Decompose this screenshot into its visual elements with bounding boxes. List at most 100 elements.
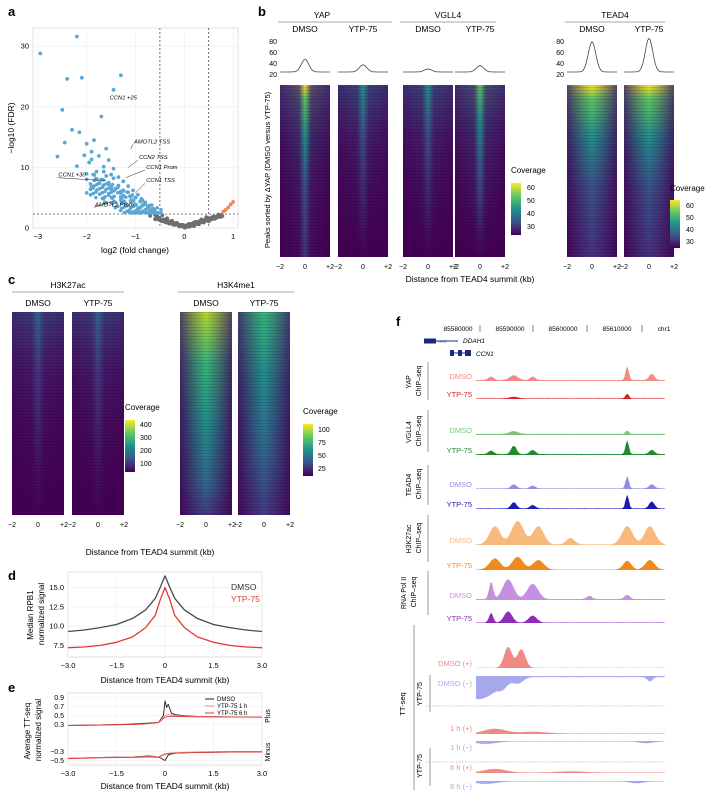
f-tt-label: 1 h (+) <box>450 724 472 733</box>
b-legend-2-tick: 30 <box>686 239 694 246</box>
b-heatmap-tead4 <box>624 85 674 257</box>
volcano-point-down <box>126 184 131 189</box>
volcano-xlabel: log2 (fold change) <box>101 245 169 255</box>
e-series-line <box>67 715 263 726</box>
volcano-point-down <box>95 188 99 192</box>
c-legend-2-tick: 25 <box>318 466 326 473</box>
b-condition-label: DMSO <box>579 24 605 34</box>
e-ytick: 0.7 <box>54 704 64 711</box>
f-track-label: YTP-75 <box>447 500 472 509</box>
volcano-point-down <box>88 182 93 186</box>
b-profile-vgll4 <box>403 68 453 73</box>
volcano-point-down <box>136 192 140 197</box>
e-ylabel-line: normalized signal <box>34 699 43 761</box>
b-group-tead4: TEAD4 <box>601 10 629 20</box>
volcano-annotation-leader <box>125 169 146 178</box>
b-xtick: +2 <box>384 264 392 271</box>
c-heatmap-h3k4me1-texture <box>238 312 290 515</box>
b-legend-1-title: Coverage <box>511 166 546 175</box>
c-legend-1-title: Coverage <box>125 403 160 412</box>
volcano-point-down <box>116 204 120 209</box>
volcano-point-down <box>94 195 98 200</box>
c-xtick: +2 <box>228 522 236 529</box>
ccn1-exon <box>450 350 454 356</box>
f-track-signal <box>476 393 665 399</box>
volcano-point-down <box>116 175 121 179</box>
f-group-label-line: ChIP–seq <box>416 366 423 397</box>
b-profile-yap <box>280 58 330 73</box>
volcano-annotation: CCN1 TSS <box>146 178 175 184</box>
volcano-point-down <box>122 210 127 215</box>
f-coord: 85590000 <box>496 326 525 333</box>
f-tt-signal <box>476 647 665 668</box>
b-xtick: 0 <box>361 264 365 271</box>
f-group-label-line: VGLL4 <box>406 421 413 443</box>
b-profile-ytick: 40 <box>556 61 564 68</box>
volcano-point-down <box>110 182 115 187</box>
volcano-point-down <box>127 194 132 199</box>
volcano-point-down <box>159 207 163 212</box>
e-ylabel-line: Average TT-seq <box>23 703 32 760</box>
volcano-point-down <box>96 153 101 158</box>
c-xtick: −2 <box>8 522 16 529</box>
b-profile-tead4-curve <box>567 41 617 73</box>
volcano-point-down <box>95 182 99 187</box>
f-tt-label: DMSO (−) <box>438 679 472 688</box>
b-group-vgll4: VGLL4 <box>435 10 462 20</box>
f-group-pol2: RNA Pol II ChIP–seq <box>401 575 418 609</box>
volcano-point-down <box>143 211 148 215</box>
f-track-signal <box>476 556 665 570</box>
c-condition-label: YTP-75 <box>84 298 113 308</box>
volcano-plot: CCN1 +25 AMOTL2 TSS CCN2 TSS CCN1 Prom CCN1 … <box>6 27 239 255</box>
volcano-point-down <box>152 207 157 211</box>
ddah1-arrows: ‹‹‹‹‹ <box>438 339 447 345</box>
c-heatmap-h3k4me1-texture <box>180 312 232 515</box>
e-xticks: −3.0 −1.5 0 1.5 3.0 <box>61 769 268 778</box>
b-heatmap-columns: DMSO −2 0 +2 YTP-75 −2 0 +2 DMSO −2 0 +2 YTP-75 −2 0 +2… <box>269 24 678 271</box>
volcano-point-down <box>118 73 123 78</box>
volcano-point-down <box>79 75 84 80</box>
volcano-point-down <box>134 203 139 207</box>
f-track-label: DMSO <box>450 591 473 600</box>
f-group-ytp2: YTP-75 <box>417 754 424 778</box>
f-group-label-line: ChIP–seq <box>416 523 423 554</box>
c-legend-1-tick: 200 <box>140 448 152 455</box>
b-legend-1-tick: 30 <box>527 224 535 231</box>
ddah1-exon <box>424 338 436 344</box>
b-condition-label: YTP-75 <box>635 24 664 34</box>
f-tt-label: 1 h (−) <box>450 743 472 752</box>
c-heatmap-h3k4me1 <box>238 312 290 515</box>
b-profile-tead4 <box>567 41 617 73</box>
c-xtick: +2 <box>120 522 128 529</box>
d-xtick: −3.0 <box>61 661 76 670</box>
e-ytick: 0.9 <box>54 695 64 702</box>
volcano-point-down <box>148 211 153 215</box>
panel-letter-a: a <box>8 4 16 19</box>
volcano-point-down <box>88 193 93 197</box>
c-legend-1-tick: 400 <box>140 422 152 429</box>
volcano-point-down <box>77 130 82 135</box>
volcano-point-down <box>100 191 105 195</box>
f-tt-signal <box>476 676 665 700</box>
volcano-point-down <box>106 180 111 185</box>
f-track-label: DMSO <box>450 536 473 545</box>
e-ytick: 0.3 <box>54 722 64 729</box>
b-xtick: 0 <box>478 264 482 271</box>
f-track-label: YTP-75 <box>447 561 472 570</box>
panel-letter-f: f <box>396 314 401 329</box>
volcano-point-down <box>94 169 99 174</box>
b-xtick: +2 <box>501 264 509 271</box>
volcano-point-down <box>111 166 116 171</box>
b-heatmap-vgll4 <box>403 85 453 257</box>
f-track-signal <box>476 476 665 489</box>
e-series-line <box>67 751 262 760</box>
volcano-point-down <box>109 190 114 194</box>
volcano-point-down <box>140 203 145 208</box>
b-xtick: −2 <box>276 264 284 271</box>
volcano-point-down <box>84 191 89 195</box>
volcano-point-down <box>92 184 97 188</box>
volcano-point-down <box>84 177 89 182</box>
f-track-signal <box>476 579 665 600</box>
d-xtick: 1.5 <box>208 661 218 670</box>
